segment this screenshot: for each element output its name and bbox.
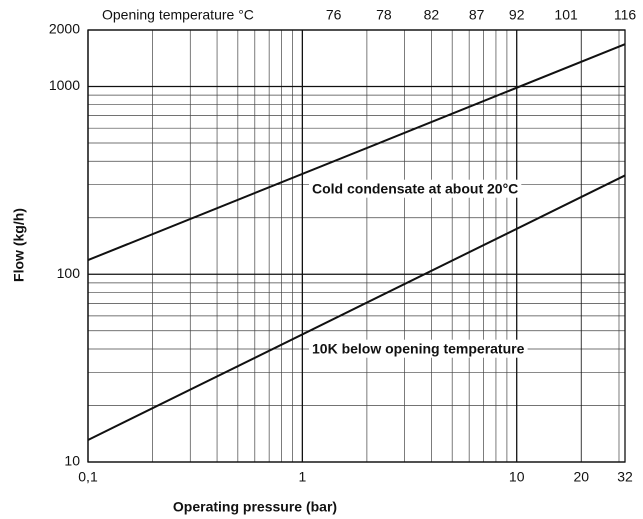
top-axis-label: Opening temperature °C: [102, 7, 254, 23]
x-tick-label: 1: [298, 469, 306, 485]
label-background: [309, 179, 522, 198]
series-line: [87, 174, 626, 441]
series-line: [87, 43, 626, 262]
plot-frame: [87, 29, 626, 463]
y-axis-label: Flow (kg/h): [11, 208, 27, 282]
y-tick-label: 2000: [49, 21, 80, 37]
top-tick-label: 87: [469, 7, 485, 23]
series-label: 10K below opening temperature: [312, 341, 525, 357]
x-tick-label: 0,1: [78, 469, 98, 485]
series-label: Cold condensate at about 20°C: [312, 181, 518, 197]
top-tick-label: 76: [326, 7, 342, 23]
top-tick-label: 116: [614, 7, 637, 23]
top-tick-label: 92: [509, 7, 525, 23]
top-tick-label: 101: [554, 7, 578, 23]
label-background: [309, 339, 528, 358]
x-tick-label: 32: [617, 469, 633, 485]
y-tick-label: 1000: [49, 77, 80, 93]
y-tick-label: 100: [57, 265, 81, 281]
x-tick-label: 10: [509, 469, 525, 485]
top-tick-label: 82: [424, 7, 440, 23]
y-tick-label: 10: [64, 453, 80, 469]
x-axis-label: Operating pressure (bar): [173, 499, 337, 515]
x-tick-label: 20: [573, 469, 589, 485]
top-tick-label: 78: [376, 7, 392, 23]
